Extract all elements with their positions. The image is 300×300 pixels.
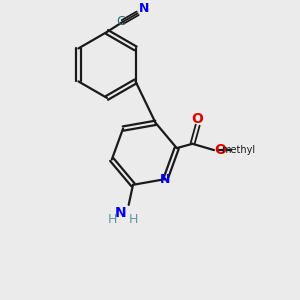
Text: N: N — [115, 206, 127, 220]
Text: methyl: methyl — [221, 145, 256, 155]
Text: N: N — [160, 172, 171, 186]
Text: N: N — [139, 2, 149, 16]
Text: C: C — [116, 15, 125, 28]
Text: H: H — [108, 213, 118, 226]
Text: O: O — [214, 143, 226, 157]
Text: O: O — [192, 112, 204, 126]
Text: H: H — [129, 213, 139, 226]
